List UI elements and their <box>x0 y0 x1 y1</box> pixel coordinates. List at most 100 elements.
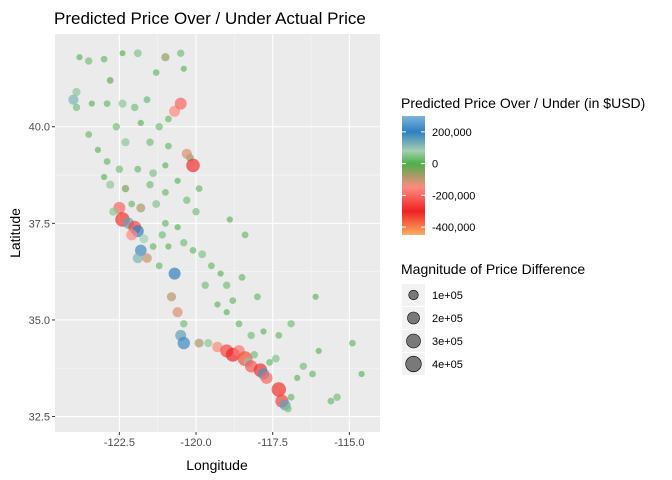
data-point <box>186 158 200 173</box>
data-point <box>238 274 246 281</box>
data-point <box>223 281 231 289</box>
data-point <box>85 131 93 138</box>
data-point <box>214 301 221 308</box>
data-point <box>275 332 283 339</box>
x-axis-ticks: -122.5 -120.0 -117.5 -115.0 <box>104 432 365 449</box>
x-tick-label: -117.5 <box>258 437 288 449</box>
x-tick-label: -122.5 <box>104 437 135 449</box>
size-key-circle <box>408 289 419 301</box>
data-point <box>143 96 151 104</box>
data-point <box>85 57 93 65</box>
data-point <box>161 53 170 62</box>
data-point <box>287 393 295 401</box>
data-point <box>312 293 319 300</box>
data-point <box>94 146 101 153</box>
data-point <box>165 243 172 250</box>
data-point <box>235 320 243 328</box>
size-key-circle <box>406 333 421 349</box>
data-point <box>165 115 172 123</box>
data-point <box>254 293 261 301</box>
data-point <box>194 338 204 348</box>
data-point <box>100 55 108 63</box>
size-key-circle <box>405 355 422 373</box>
data-point <box>266 359 273 366</box>
color-legend-bar <box>402 116 425 235</box>
data-point <box>208 262 215 270</box>
data-point <box>250 351 258 359</box>
data-point <box>271 382 286 397</box>
data-point <box>212 341 223 353</box>
data-point <box>152 200 161 208</box>
color-legend-ticks: 200,000 0 -200,000 -400,000 <box>402 127 475 234</box>
y-tick-label: 40.0 <box>29 122 50 134</box>
data-point <box>260 371 273 384</box>
data-point <box>162 219 169 227</box>
data-point <box>192 208 200 216</box>
data-point <box>112 123 121 131</box>
data-point <box>149 243 157 250</box>
data-point <box>106 77 114 84</box>
y-tick-label: 37.5 <box>29 218 50 230</box>
data-point <box>294 374 301 381</box>
data-point <box>183 196 191 204</box>
data-point <box>132 253 143 264</box>
data-point <box>155 123 163 131</box>
data-point <box>223 309 230 316</box>
data-point <box>121 184 130 193</box>
data-point <box>72 87 81 97</box>
x-tick-label: -115.0 <box>334 437 364 449</box>
data-point <box>358 370 365 378</box>
data-point <box>174 224 181 231</box>
data-point <box>333 393 341 401</box>
data-point <box>131 103 139 112</box>
data-point <box>172 307 183 318</box>
data-point <box>103 100 111 107</box>
data-point <box>146 138 154 146</box>
data-point <box>166 292 177 302</box>
data-point <box>177 336 190 350</box>
data-point <box>260 328 267 335</box>
data-point <box>128 200 136 208</box>
chart-title: Predicted Price Over / Under Actual Pric… <box>54 9 366 28</box>
color-legend-label: 200,000 <box>432 127 472 139</box>
grid-minor <box>55 34 380 432</box>
data-point <box>109 207 118 216</box>
data-point <box>229 297 237 304</box>
size-legend-label: 4e+05 <box>432 359 463 371</box>
data-point <box>327 397 335 405</box>
data-point <box>181 148 192 159</box>
grid-major <box>55 34 380 432</box>
data-point <box>287 320 295 328</box>
data-point <box>174 177 181 184</box>
y-tick-label: 35.0 <box>29 315 50 327</box>
data-point <box>180 239 188 247</box>
plot-panel <box>55 34 380 432</box>
data-point <box>299 362 307 370</box>
size-legend-keys: 1e+05 2e+05 3e+05 4e+05 <box>402 284 463 375</box>
data-point <box>201 281 209 289</box>
data-point <box>134 165 142 173</box>
data-point <box>137 119 144 126</box>
data-point <box>226 216 233 223</box>
data-point <box>162 189 169 196</box>
color-legend-label: 0 <box>432 159 438 171</box>
data-point <box>180 320 188 328</box>
x-tick-label: -120.0 <box>180 437 211 449</box>
data-point <box>309 370 316 378</box>
color-legend-title: Predicted Price Over / Under (in $USD) <box>401 95 645 111</box>
size-legend-label: 3e+05 <box>432 336 463 348</box>
color-legend-label: -200,000 <box>432 190 475 202</box>
size-key-circle <box>407 311 420 325</box>
data-point <box>177 49 185 57</box>
color-legend-label: -400,000 <box>432 222 475 234</box>
y-tick-label: 32.5 <box>29 412 50 424</box>
x-axis-title: Longitude <box>186 457 248 473</box>
data-point <box>165 142 172 150</box>
data-point <box>142 253 152 263</box>
data-point <box>349 339 356 347</box>
size-legend-label: 2e+05 <box>432 313 463 325</box>
data-point <box>118 99 127 108</box>
data-point <box>152 69 160 76</box>
data-point <box>217 270 224 277</box>
